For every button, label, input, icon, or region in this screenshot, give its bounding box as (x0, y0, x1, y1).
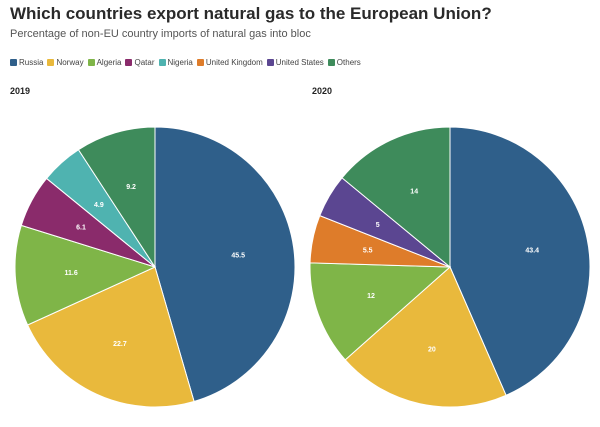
pie-slice-norway (344, 266, 507, 408)
slice-value-label: 11.6 (65, 270, 78, 277)
legend-label: Qatar (134, 58, 155, 67)
slice-value-label: 6.1 (76, 225, 86, 232)
pie-slice-others (341, 126, 451, 269)
slice-value-label: 5 (376, 222, 380, 229)
legend-item-algeria: Algeria (87, 58, 122, 67)
legend-swatch (87, 59, 95, 66)
legend-item-qatar: Qatar (125, 58, 155, 67)
legend: Russia Norway Algeria Qatar Nigeria United Ki… (10, 58, 365, 67)
pie-slice-norway (26, 266, 195, 408)
slice-value-label: 45.5 (231, 253, 245, 260)
legend-item-russia: Russia (10, 58, 43, 67)
legend-swatch (327, 59, 335, 66)
pie-title-2020: 2020 (312, 86, 333, 96)
legend-swatch (125, 59, 133, 66)
slice-value-label: 20 (428, 347, 436, 354)
legend-item-norway: Norway (47, 58, 84, 67)
pie-slice-russia (449, 126, 591, 396)
slice-value-label: 12 (367, 293, 375, 300)
legend-label: United States (275, 58, 324, 67)
legend-label: Norway (56, 58, 84, 67)
legend-swatch (266, 59, 274, 66)
legend-label: Others (336, 58, 361, 67)
chart-title: Which countries export natural gas to th… (10, 4, 492, 23)
legend-item-united-states: United States (266, 58, 324, 67)
legend-label: United Kingdom (205, 58, 263, 67)
legend-item-others: Others (327, 58, 361, 67)
legend-swatch (196, 59, 204, 66)
slice-value-label: 22.7 (113, 341, 127, 348)
pie-2019: 45.5 22.7 11.6 6.1 4.9 9.2 (14, 126, 296, 408)
legend-swatch (10, 59, 17, 66)
slice-value-label: 14 (410, 189, 418, 196)
legend-label: Nigeria (167, 58, 193, 67)
chart-subtitle: Percentage of non-EU country imports of … (10, 28, 311, 40)
legend-item-nigeria: Nigeria (158, 58, 193, 67)
legend-label: Algeria (96, 58, 122, 67)
pie-2020: 43.4 20 12 5.5 5 14 (309, 126, 591, 408)
legend-swatch (47, 59, 55, 66)
legend-item-united-kingdom: United Kingdom (196, 58, 263, 67)
slice-value-label: 4.9 (94, 202, 104, 209)
pie-slice-russia (154, 126, 296, 403)
slice-value-label: 43.4 (525, 247, 539, 254)
legend-label: Russia (19, 58, 44, 67)
pie-slice-algeria (309, 262, 452, 361)
pie-slice-algeria (14, 224, 157, 326)
slice-value-label: 9.2 (126, 184, 136, 191)
pie-slice-others (77, 126, 156, 269)
slice-value-label: 5.5 (363, 248, 373, 255)
legend-swatch (158, 59, 166, 66)
pie-title-2019: 2019 (10, 86, 31, 96)
